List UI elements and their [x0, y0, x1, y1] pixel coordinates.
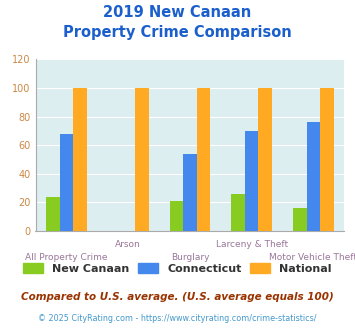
Bar — [245, 131, 258, 231]
Text: Compared to U.S. average. (U.S. average equals 100): Compared to U.S. average. (U.S. average … — [21, 292, 334, 302]
Text: Property Crime Comparison: Property Crime Comparison — [63, 25, 292, 40]
Bar — [258, 88, 272, 231]
Text: Motor Vehicle Theft: Motor Vehicle Theft — [269, 253, 355, 262]
Bar — [183, 154, 197, 231]
Legend: New Canaan, Connecticut, National: New Canaan, Connecticut, National — [23, 263, 332, 274]
Bar — [73, 88, 87, 231]
Bar — [60, 134, 73, 231]
Bar — [197, 88, 210, 231]
Text: Arson: Arson — [115, 241, 141, 249]
Text: Larceny & Theft: Larceny & Theft — [215, 241, 288, 249]
Text: Burglary: Burglary — [171, 253, 209, 262]
Bar — [170, 201, 183, 231]
Text: 2019 New Canaan: 2019 New Canaan — [103, 5, 252, 20]
Bar — [293, 208, 307, 231]
Bar — [307, 122, 320, 231]
Bar — [135, 88, 148, 231]
Text: All Property Crime: All Property Crime — [25, 253, 108, 262]
Bar — [231, 194, 245, 231]
Bar — [320, 88, 334, 231]
Bar — [46, 197, 60, 231]
Text: © 2025 CityRating.com - https://www.cityrating.com/crime-statistics/: © 2025 CityRating.com - https://www.city… — [38, 314, 317, 323]
